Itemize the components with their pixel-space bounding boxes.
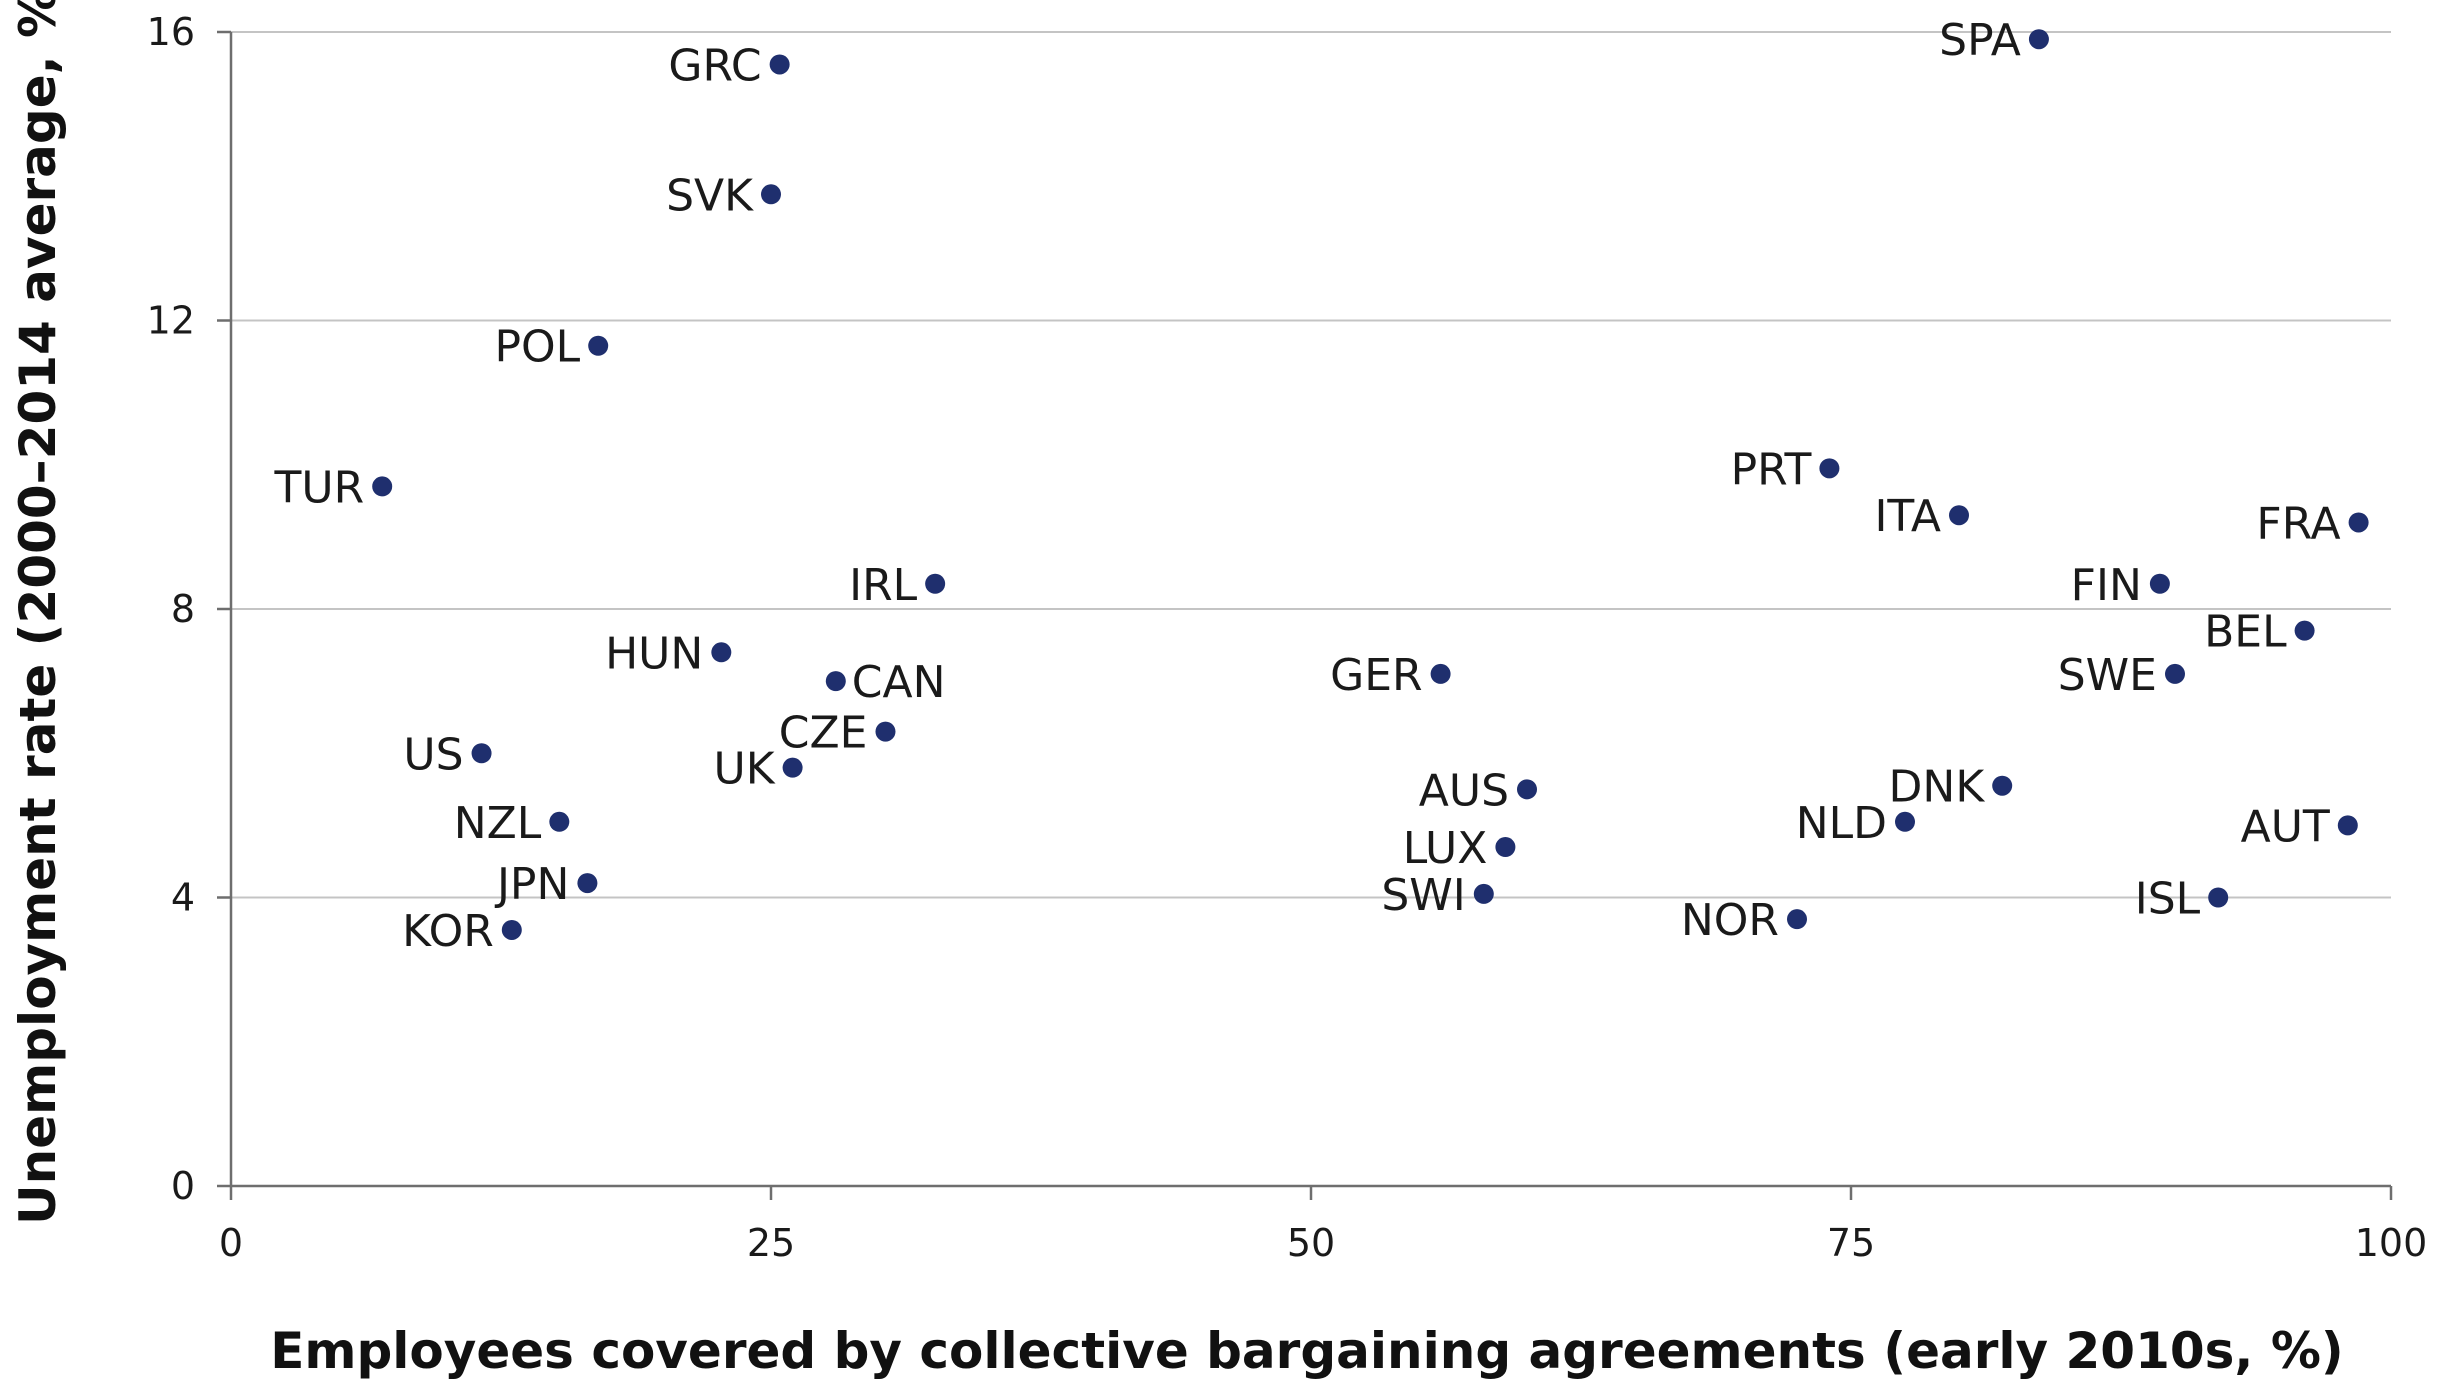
point-label-spa: SPA — [1939, 15, 2021, 66]
data-point-prt — [1819, 458, 1840, 479]
point-label-svk: SVK — [666, 170, 754, 221]
data-point-nzl — [549, 811, 570, 832]
point-label-dnk: DNK — [1889, 762, 1986, 813]
y-tick-label-8: 8 — [171, 587, 195, 631]
point-label-fra: FRA — [2256, 498, 2340, 549]
point-label-lux: LUX — [1403, 823, 1488, 874]
data-point-ita — [1949, 505, 1969, 526]
data-points — [372, 29, 2369, 940]
data-point-aus — [1517, 779, 1537, 800]
point-label-bel: BEL — [2204, 607, 2287, 658]
point-label-cze: CZE — [779, 708, 868, 759]
point-label-swi: SWI — [1381, 870, 1465, 921]
point-label-nld: NLD — [1796, 798, 1887, 849]
point-label-ita: ITA — [1874, 491, 1941, 542]
x-tick-label-25: 25 — [747, 1221, 795, 1265]
point-label-nor: NOR — [1681, 895, 1779, 946]
point-label-isl: ISL — [2135, 874, 2201, 925]
data-point-fin — [2149, 573, 2170, 594]
data-point-svk — [761, 184, 781, 205]
point-label-tur: TUR — [274, 462, 365, 513]
point-label-aut: AUT — [2241, 801, 2330, 852]
gridlines — [231, 31, 2391, 899]
data-point-lux — [1495, 837, 1516, 858]
tick-labels: 0 4 8 12 16 0 25 50 75 100 — [147, 10, 2428, 1265]
data-point-irl — [925, 573, 946, 594]
y-axis-title: Unemployment rate (2000–2014 average, %) — [9, 0, 67, 1225]
point-label-hun: HUN — [605, 628, 703, 679]
data-point-nld — [1895, 811, 1915, 832]
data-point-fra — [2348, 512, 2369, 533]
axes — [217, 30, 2393, 1200]
point-labels: SPA GRC SVK POL TUR PRT ITA FRA IRL FIN BEL HUN GER S… — [274, 15, 2341, 957]
point-label-pol: POL — [495, 322, 581, 373]
point-label-uk: UK — [714, 744, 776, 795]
x-tick-label-75: 75 — [1827, 1221, 1875, 1265]
data-point-hun — [711, 642, 732, 663]
point-label-ger: GER — [1330, 650, 1422, 701]
point-label-aus: AUS — [1419, 765, 1509, 816]
x-tick-label-0: 0 — [219, 1221, 243, 1265]
point-label-prt: PRT — [1731, 444, 1812, 495]
data-point-grc — [769, 54, 790, 75]
point-label-kor: KOR — [402, 906, 494, 957]
data-point-aut — [2337, 815, 2358, 836]
y-tick-label-4: 4 — [171, 876, 195, 920]
point-label-fin: FIN — [2071, 560, 2142, 611]
data-point-spa — [2028, 29, 2049, 50]
data-point-dnk — [1992, 775, 2013, 796]
data-point-kor — [501, 919, 522, 940]
data-point-pol — [588, 335, 609, 356]
point-label-jpn: JPN — [494, 859, 569, 910]
data-point-can — [825, 671, 846, 692]
y-tick-label-0: 0 — [171, 1164, 195, 1208]
point-label-irl: IRL — [849, 560, 918, 611]
data-point-swi — [1473, 883, 1494, 904]
x-tick-label-100: 100 — [2355, 1221, 2428, 1265]
data-point-cze — [875, 721, 896, 742]
x-axis-title: Employees covered by collective bargaini… — [270, 1322, 2344, 1380]
point-label-us: US — [403, 729, 463, 780]
data-point-tur — [372, 476, 393, 497]
data-point-jpn — [577, 873, 598, 894]
point-label-swe: SWE — [2058, 650, 2157, 701]
x-tick-label-50: 50 — [1287, 1221, 1335, 1265]
point-label-can: CAN — [852, 657, 946, 708]
y-tick-label-16: 16 — [147, 10, 195, 54]
point-label-nzl: NZL — [454, 798, 542, 849]
data-point-us — [471, 743, 492, 764]
point-label-grc: GRC — [668, 40, 761, 91]
data-point-uk — [782, 757, 803, 778]
data-point-nor — [1787, 909, 1807, 930]
data-point-swe — [2165, 663, 2185, 684]
data-point-bel — [2294, 620, 2315, 641]
data-point-isl — [2208, 887, 2229, 908]
data-point-ger — [1430, 663, 1451, 684]
y-tick-label-12: 12 — [147, 299, 195, 343]
